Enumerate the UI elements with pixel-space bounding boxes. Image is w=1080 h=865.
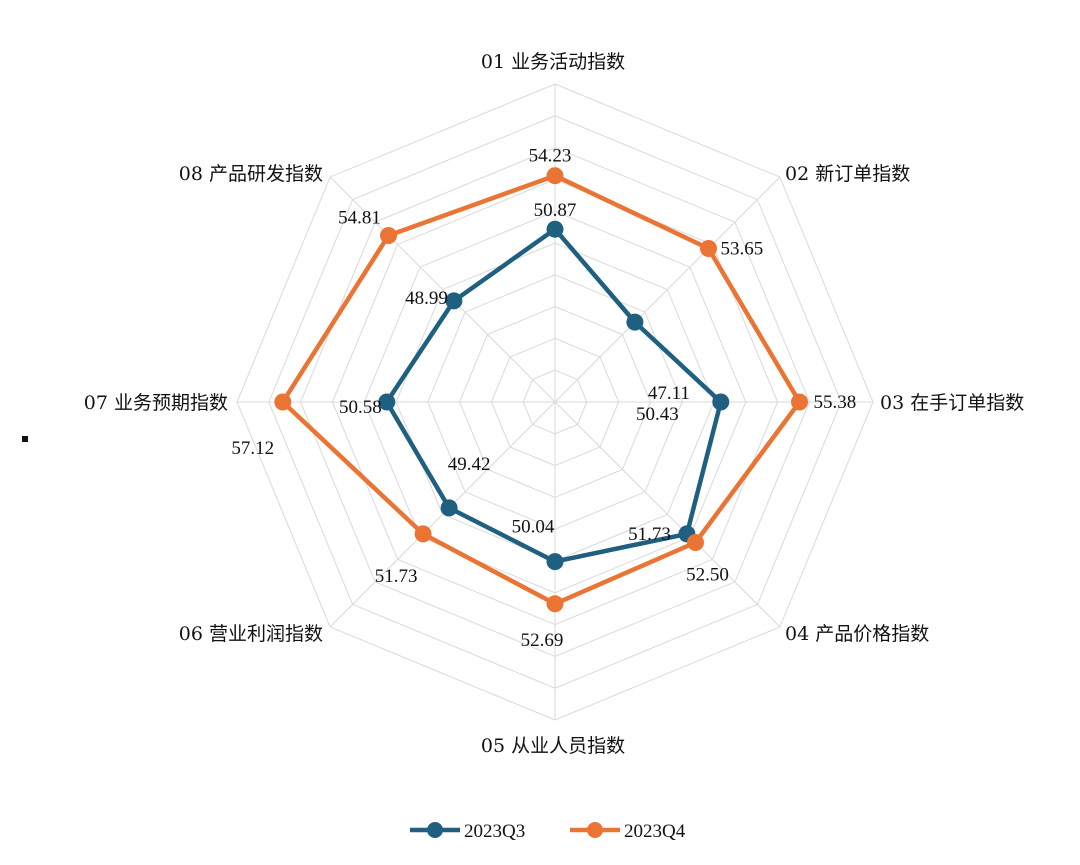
series-point-2023Q3-3 — [712, 393, 730, 411]
series-point-2023Q4-4 — [687, 534, 704, 551]
axis-label-8: 08 产品研发指数 — [179, 163, 323, 185]
axis-label-1: 01 业务活动指数 — [481, 51, 625, 73]
series-point-2023Q4-2 — [700, 240, 717, 257]
data-label-2023Q4-6: 51.73 — [375, 566, 418, 587]
series-point-2023Q3-7 — [378, 393, 396, 411]
series-point-2023Q4-7 — [274, 393, 292, 411]
axis-spoke-8 — [329, 176, 556, 403]
axis-spoke-6 — [329, 401, 556, 628]
data-label-2023Q3-7: 50.58 — [339, 397, 382, 418]
bullet-marker — [22, 436, 28, 442]
data-label-2023Q4-8: 54.81 — [338, 208, 381, 229]
series-point-2023Q3-6 — [440, 499, 458, 517]
series-point-2023Q4-1 — [546, 167, 564, 185]
series-point-2023Q3-8 — [445, 292, 463, 310]
series-point-2023Q3-5 — [546, 553, 564, 571]
series-point-2023Q3-2 — [626, 313, 644, 331]
legend-label-2023Q4: 2023Q4 — [624, 821, 686, 842]
axis-spoke-4 — [554, 401, 781, 628]
legend-label-2023Q3: 2023Q3 — [464, 821, 525, 842]
data-label-2023Q3-5: 50.04 — [512, 517, 555, 538]
radar-series — [274, 167, 808, 613]
data-label-2023Q4-4: 52.50 — [686, 565, 729, 586]
legend-marker-2023Q4 — [587, 822, 603, 838]
axis-spoke-2 — [554, 176, 781, 403]
legend: 2023Q3 2023Q4 — [410, 821, 686, 842]
data-label-2023Q3-4: 51.73 — [628, 524, 671, 545]
series-point-2023Q4-3 — [791, 393, 808, 411]
data-label-2023Q4-2: 53.65 — [721, 239, 764, 260]
data-label-2023Q3-3: 50.43 — [636, 404, 679, 425]
axis-labels: 01 业务活动指数 02 新订单指数 03 在手订单指数 04 产品价格指数 05 从业… — [84, 51, 1024, 757]
series-point-2023Q3-1 — [546, 220, 564, 238]
series-point-2023Q4-6 — [414, 525, 432, 543]
data-label-2023Q3-1: 50.87 — [534, 200, 577, 221]
series-point-2023Q4-5 — [546, 595, 564, 613]
data-label-2023Q4-5: 52.69 — [521, 630, 564, 651]
axis-label-6: 06 营业利润指数 — [179, 623, 323, 645]
data-label-2023Q4-3: 55.38 — [814, 392, 857, 413]
data-label-2023Q3-8: 48.99 — [405, 288, 448, 309]
axis-label-4: 04 产品价格指数 — [785, 623, 929, 645]
data-label-2023Q4-7: 57.12 — [231, 438, 274, 459]
axis-label-5: 05 从业人员指数 — [481, 735, 625, 757]
data-label-2023Q3-2: 47.11 — [648, 383, 690, 404]
axis-label-2: 02 新订单指数 — [785, 163, 910, 185]
series-point-2023Q4-8 — [380, 227, 397, 244]
legend-marker-2023Q3 — [427, 822, 443, 838]
axis-label-3: 03 在手订单指数 — [880, 392, 1024, 414]
data-label-2023Q3-6: 49.42 — [448, 454, 491, 475]
data-label-2023Q4-1: 54.23 — [529, 146, 572, 167]
axis-label-7: 07 业务预期指数 — [84, 392, 228, 414]
